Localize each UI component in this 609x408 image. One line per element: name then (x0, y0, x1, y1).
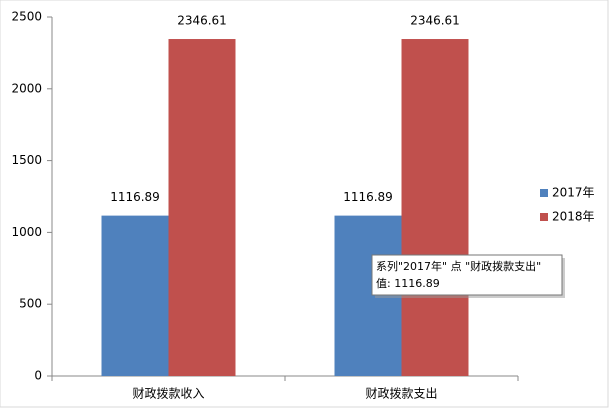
y-tick-label: 2000 (11, 81, 42, 95)
x-tick-label: 财政拨款支出 (365, 387, 437, 401)
y-tick-label: 2500 (11, 10, 42, 24)
data-label: 2346.61 (177, 14, 227, 28)
y-tick-label: 0 (34, 369, 42, 383)
bar (168, 39, 236, 377)
data-label: 1116.89 (110, 190, 160, 204)
legend-marker (540, 189, 548, 197)
tooltip: 系列"2017年" 点 "财政拨款支出" 值: 1116.89 (371, 254, 565, 298)
y-tick-label: 500 (19, 297, 42, 311)
tooltip-line: 值: 1116.89 (376, 277, 440, 290)
data-label: 1116.89 (343, 190, 393, 204)
tooltip-line: 系列"2017年" 点 "财政拨款支出" (376, 259, 541, 273)
y-tick-label: 1000 (11, 225, 42, 239)
data-label: 2346.61 (410, 14, 460, 28)
x-tick-label: 财政拨款收入 (132, 387, 204, 401)
legend-marker (540, 213, 548, 221)
bar (101, 215, 169, 376)
bar (401, 39, 469, 377)
legend-label: 2017年 (552, 186, 595, 200)
y-tick-label: 1500 (11, 153, 42, 167)
legend-label: 2018年 (552, 210, 595, 224)
tooltip-box (371, 254, 563, 296)
